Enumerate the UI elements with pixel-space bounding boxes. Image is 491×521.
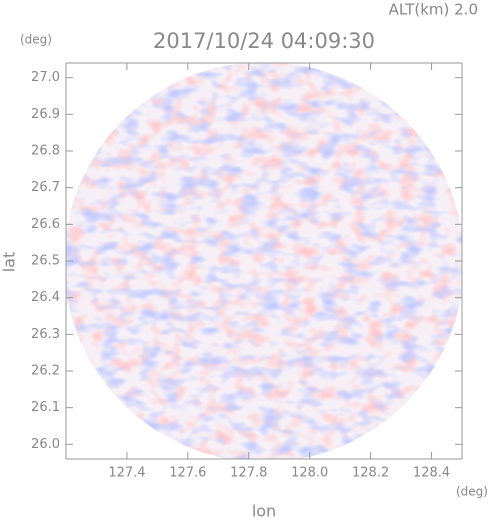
y-tick-label: 27.0 [31,70,60,85]
x-axis-title: lon [252,502,276,521]
y-tick-label: 26.5 [31,254,60,269]
x-tick-label: 128.0 [291,466,328,481]
y-tick-label: 26.3 [31,327,60,342]
y-tick-label: 26.1 [31,400,60,415]
x-tick-label: 127.6 [169,466,206,481]
x-tick-label: 127.4 [108,466,145,481]
x-unit: (deg) [456,485,488,499]
x-tick-label: 127.8 [230,466,267,481]
y-axis-title: lat [0,252,19,273]
y-unit: (deg) [20,33,52,47]
y-tick-label: 26.2 [31,364,60,379]
y-tick-label: 26.7 [31,180,60,195]
y-tick-label: 26.0 [31,437,60,452]
chart-title: 2017/10/24 04:09:30 [153,29,375,53]
subtitle: ALT(km) 2.0 [389,1,478,19]
y-tick-label: 26.9 [31,107,60,122]
y-tick-label: 26.8 [31,144,60,159]
x-tick-label: 128.2 [352,466,389,481]
x-tick-label: 128.4 [413,466,450,481]
y-tick-label: 26.4 [31,290,60,305]
radar-field [66,63,462,459]
y-tick-label: 26.6 [31,217,60,232]
